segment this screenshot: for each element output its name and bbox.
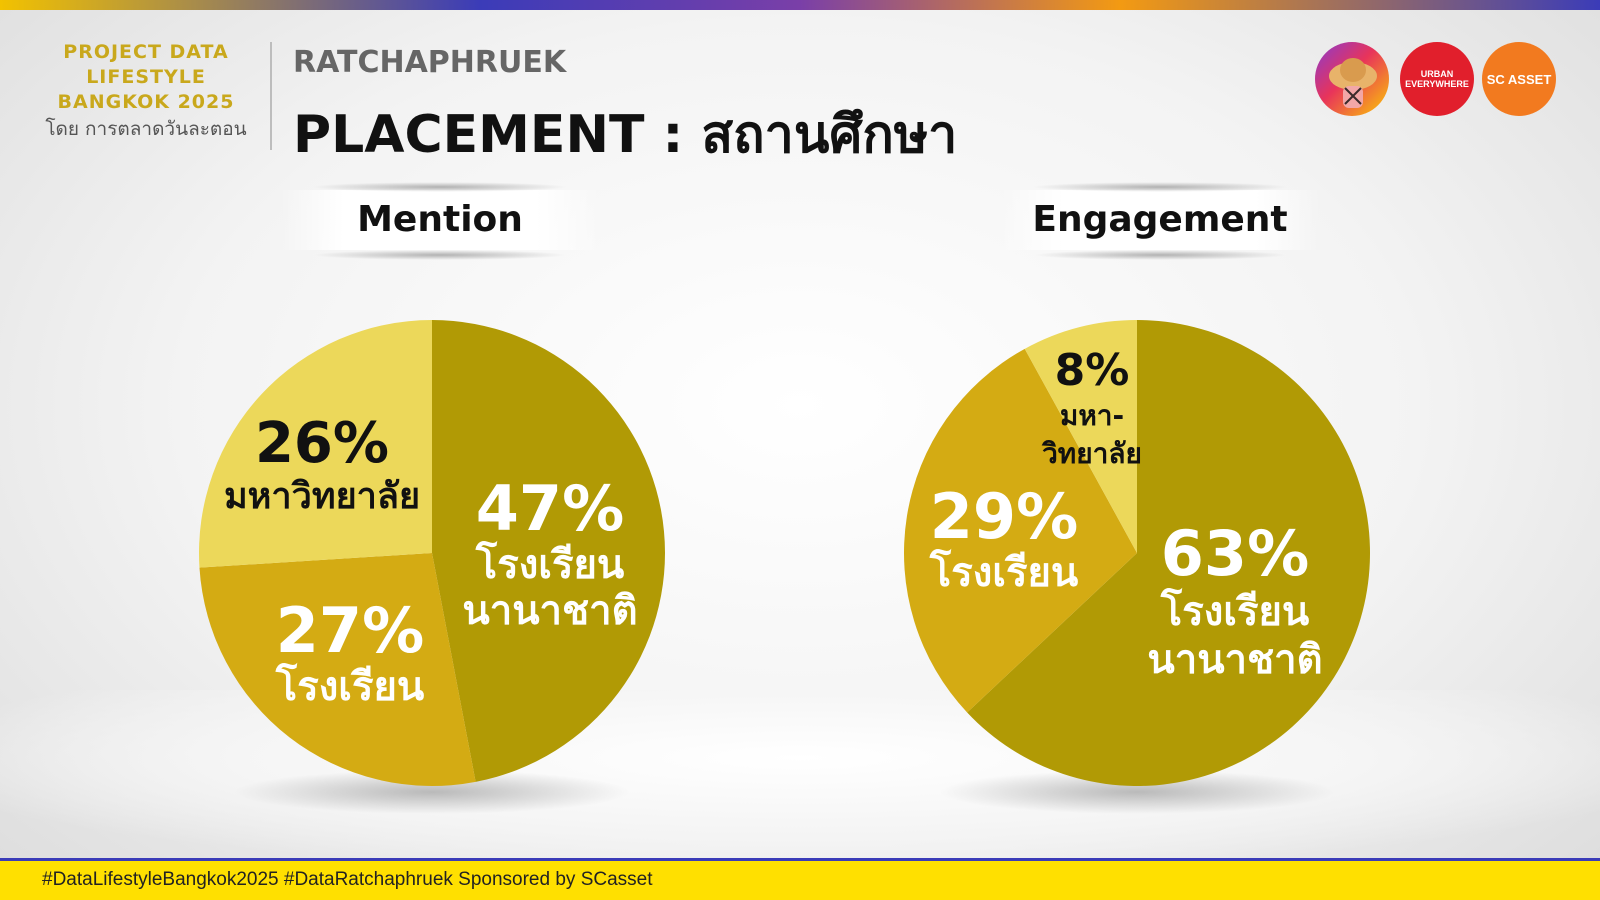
pie-slice [1024, 320, 1137, 553]
header-divider [270, 42, 272, 150]
footer-hashtags: #DataLifestyleBangkok2025 #DataRatchaphr… [42, 869, 653, 890]
brand-line-2: LIFESTYLE [86, 66, 206, 88]
district-label: RATCHAPHRUEK [293, 45, 567, 80]
slice-category-label: โรงเรียน [929, 549, 1078, 596]
urban-everywhere-logo: URBAN EVERYWHERE [1400, 42, 1474, 116]
floor-spotlight [0, 690, 1600, 860]
slice-category-label: นานาชาติ [1147, 637, 1322, 683]
pie-slice [904, 348, 1137, 713]
slice-percent-label: 63% [1161, 517, 1309, 590]
slice-percent-label: 26% [255, 411, 389, 476]
slice-percent-label: 47% [476, 472, 624, 545]
slice-category-label: นานาชาติ [462, 588, 637, 634]
engagement-heading: Engagement [1000, 182, 1320, 260]
slice-percent-label: 27% [276, 594, 424, 667]
pie-slice [432, 320, 666, 782]
mention-pie: 47%โรงเรียนนานาชาติ27%โรงเรียน26%มหาวิทย… [199, 320, 666, 814]
slice-category-label: มหาวิทยาลัย [224, 476, 420, 517]
page-title: PLACEMENT : สถานศึกษา [293, 105, 958, 165]
pie-slice [967, 320, 1371, 786]
slice-percent-label: 8% [1055, 345, 1130, 396]
brand-line-1: PROJECT DATA [63, 41, 229, 63]
slice-percent-label: 29% [930, 480, 1078, 553]
hat-character-icon [1329, 58, 1377, 108]
slice-category-label: โรงเรียน [1160, 588, 1309, 635]
engagement-pie: 63%โรงเรียนนานาชาติ29%โรงเรียน8%มหา-วิทย… [904, 320, 1371, 814]
pie-shadow [233, 770, 631, 814]
slice-category-label: มหา- [1060, 399, 1124, 432]
slice-category-label: โรงเรียน [475, 541, 624, 588]
pie-slice [199, 320, 432, 568]
brand-line-3: BANGKOK 2025 [57, 91, 235, 113]
sc-asset-logo: SC ASSET [1482, 42, 1556, 116]
slice-category-label: โรงเรียน [275, 663, 424, 710]
brand-by-line: โดย การตลาดวันละตอน [45, 118, 247, 140]
profile-avatar-logo [1315, 42, 1389, 116]
top-gradient-bar [0, 0, 1600, 10]
mention-heading: Mention [280, 182, 600, 260]
pie-shadow [938, 770, 1336, 814]
pie-slice [199, 553, 476, 786]
footer-bar: #DataLifestyleBangkok2025 #DataRatchaphr… [0, 858, 1600, 900]
brand-block: PROJECT DATA LIFESTYLE BANGKOK 2025 โดย … [36, 40, 256, 142]
slice-category-label: วิทยาลัย [1041, 437, 1142, 470]
